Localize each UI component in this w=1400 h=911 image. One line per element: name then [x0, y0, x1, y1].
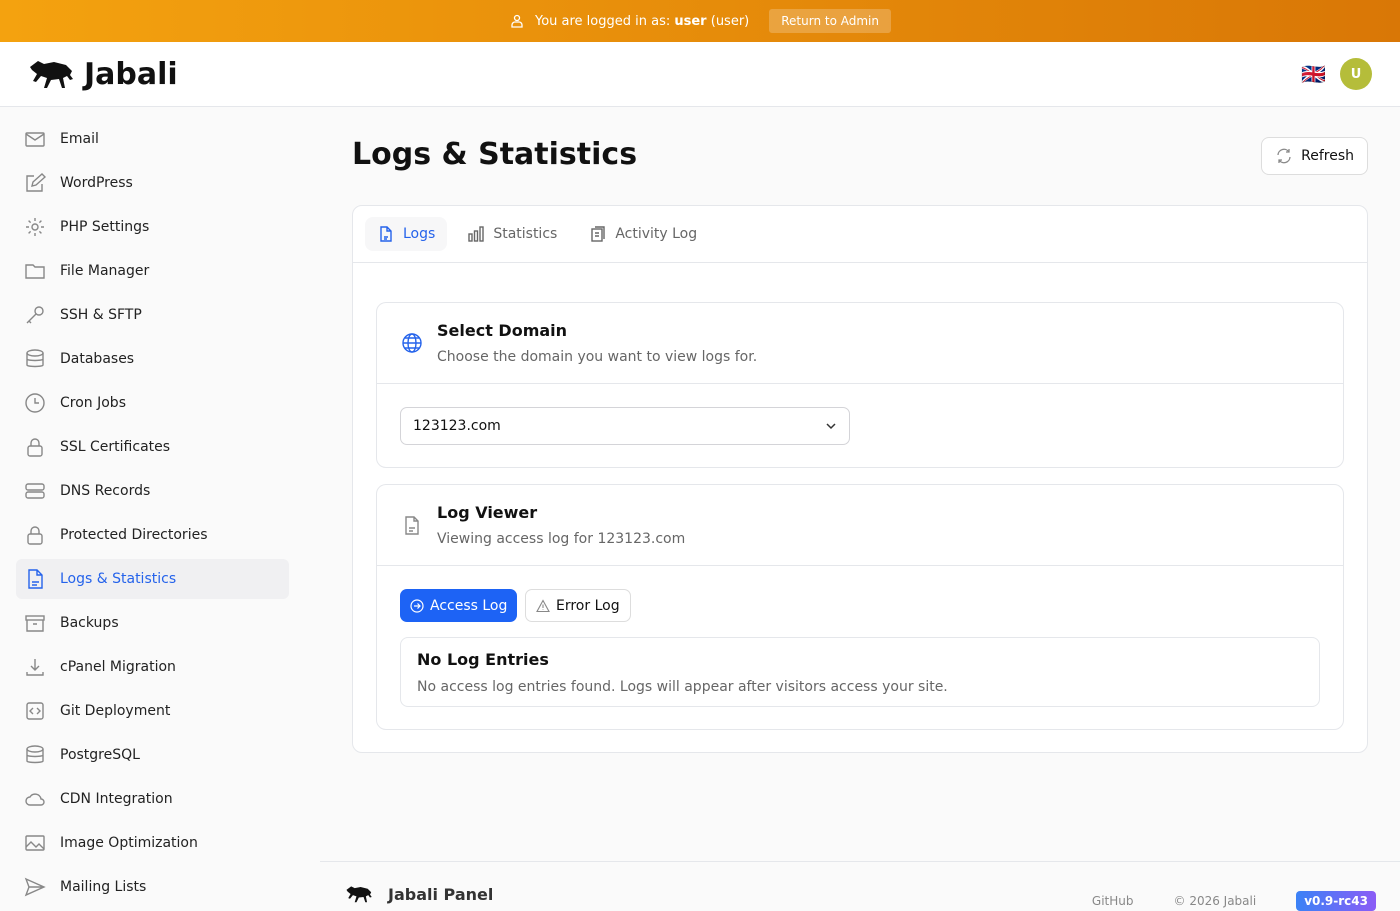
sidebar-item-wordpress[interactable]: WordPress	[16, 163, 289, 203]
sidebar: Email WordPress PHP Settings File Manager SS…	[0, 107, 305, 900]
sidebar-item-email[interactable]: Email	[16, 119, 289, 159]
sidebar-item-logs-statistics[interactable]: Logs & Statistics	[16, 559, 289, 599]
code-icon	[26, 702, 44, 720]
section-description: Choose the domain you want to view logs …	[437, 349, 758, 365]
lock-icon	[27, 438, 43, 457]
log-viewer-section: Log Viewer Viewing access log for 123123…	[376, 484, 1344, 730]
sidebar-item-protected-directories[interactable]: Protected Directories	[16, 515, 289, 555]
sidebar-item-cpanel-migration[interactable]: cPanel Migration	[16, 647, 289, 687]
sidebar-item-label: Email	[60, 131, 99, 147]
sidebar-item-backups[interactable]: Backups	[16, 603, 289, 643]
sidebar-item-label: CDN Integration	[60, 791, 173, 807]
section-title: Select Domain	[437, 321, 568, 340]
return-to-admin-button[interactable]: Return to Admin	[769, 9, 891, 33]
clipboard-icon	[591, 226, 606, 242]
sidebar-item-image-optimization[interactable]: Image Optimization	[16, 823, 289, 863]
brand-name: Jabali	[84, 56, 178, 92]
gear-icon	[26, 218, 44, 236]
mail-icon	[25, 132, 45, 147]
refresh-button[interactable]: Refresh	[1261, 137, 1368, 175]
tab-activity-log[interactable]: Activity Log	[577, 217, 709, 251]
footer: Jabali Panel GitHub © 2026 Jabali v0.9-r…	[320, 861, 1400, 911]
version-badge: v0.9-rc43	[1296, 891, 1376, 911]
cloud-icon	[25, 793, 45, 806]
impersonation-banner: You are logged in as: user (user) Return…	[0, 0, 1400, 42]
sidebar-item-postgresql[interactable]: PostgreSQL	[16, 735, 289, 775]
tab-logs[interactable]: Logs	[365, 217, 448, 251]
bar-chart-icon	[468, 226, 485, 242]
logged-in-text: You are logged in as: user (user)	[534, 13, 750, 29]
sidebar-item-cron-jobs[interactable]: Cron Jobs	[16, 383, 289, 423]
sidebar-item-label: Databases	[60, 351, 135, 367]
key-icon	[26, 306, 44, 324]
access-log-button[interactable]: Access Log	[400, 589, 518, 622]
sidebar-item-php-settings[interactable]: PHP Settings	[16, 207, 289, 247]
sidebar-item-ssl-certificates[interactable]: SSL Certificates	[16, 427, 289, 467]
domain-select[interactable]: 123123.com	[400, 407, 850, 445]
sidebar-item-label: Git Deployment	[60, 703, 171, 719]
refresh-icon	[1277, 148, 1291, 164]
document-icon	[405, 516, 419, 535]
sidebar-item-label: File Manager	[60, 263, 150, 279]
sidebar-item-label: Cron Jobs	[60, 395, 126, 411]
boar-logo-icon	[30, 61, 73, 88]
globe-icon	[402, 333, 422, 353]
edit-icon	[26, 173, 46, 192]
sidebar-item-label: SSL Certificates	[60, 439, 171, 455]
top-header: Jabali 🇬🇧 U	[0, 42, 1400, 107]
sidebar-item-label: cPanel Migration	[60, 659, 176, 675]
sidebar-item-ssh-sftp[interactable]: SSH & SFTP	[16, 295, 289, 335]
sidebar-item-label: SSH & SFTP	[60, 307, 142, 323]
sidebar-item-cdn-integration[interactable]: CDN Integration	[16, 779, 289, 819]
copyright: © 2026 Jabali	[1173, 894, 1257, 908]
warning-icon	[536, 598, 550, 612]
error-log-button[interactable]: Error Log	[525, 589, 631, 622]
arrow-circle-icon	[410, 598, 424, 613]
chevron-down-icon	[826, 423, 836, 430]
sidebar-item-label: Image Optimization	[60, 835, 198, 851]
select-domain-section: Select Domain Choose the domain you want…	[376, 302, 1344, 468]
empty-text: No access log entries found. Logs will a…	[417, 679, 948, 695]
sidebar-item-label: Mailing Lists	[60, 879, 147, 895]
boar-logo-icon	[346, 886, 372, 903]
sidebar-item-label: DNS Records	[60, 483, 151, 499]
database-icon	[26, 349, 44, 368]
tab-statistics[interactable]: Statistics	[455, 217, 569, 251]
avatar[interactable]: U	[1340, 58, 1372, 90]
user-icon	[511, 14, 523, 28]
sidebar-item-label: WordPress	[60, 175, 133, 191]
section-title: Log Viewer	[437, 503, 538, 522]
footer-brand: Jabali Panel	[388, 884, 494, 904]
page-title: Logs & Statistics	[352, 137, 638, 172]
server-icon	[25, 483, 45, 499]
sidebar-item-databases[interactable]: Databases	[16, 339, 289, 379]
send-icon	[24, 877, 46, 897]
sidebar-item-label: Logs & Statistics	[60, 571, 177, 587]
empty-state: No Log Entries No access log entries fou…	[400, 637, 1320, 707]
github-link[interactable]: GitHub	[1091, 894, 1134, 908]
sidebar-item-label: Protected Directories	[60, 527, 208, 543]
logo[interactable]: Jabali	[28, 57, 178, 92]
document-icon	[380, 226, 392, 242]
download-icon	[26, 659, 44, 676]
section-description: Viewing access log for 123123.com	[437, 531, 686, 547]
sidebar-item-dns-records[interactable]: DNS Records	[16, 471, 289, 511]
logs-card: Logs Statistics Activity Log Select Doma…	[352, 205, 1368, 753]
archive-icon	[25, 615, 45, 632]
sidebar-item-mailing-lists[interactable]: Mailing Lists	[16, 867, 289, 907]
image-icon	[25, 835, 45, 851]
sidebar-item-label: PostgreSQL	[60, 747, 140, 763]
sidebar-item-label: PHP Settings	[60, 219, 150, 235]
tab-bar: Logs Statistics Activity Log	[353, 206, 1367, 263]
sidebar-item-git-deployment[interactable]: Git Deployment	[16, 691, 289, 731]
language-flag-icon[interactable]: 🇬🇧	[1301, 62, 1326, 86]
folder-icon	[25, 264, 45, 279]
document-icon	[28, 569, 43, 589]
empty-title: No Log Entries	[417, 650, 549, 669]
database-icon	[26, 745, 44, 764]
clock-icon	[25, 393, 45, 413]
sidebar-item-label: Backups	[60, 615, 119, 631]
sidebar-item-file-manager[interactable]: File Manager	[16, 251, 289, 291]
lock-icon	[27, 526, 43, 545]
